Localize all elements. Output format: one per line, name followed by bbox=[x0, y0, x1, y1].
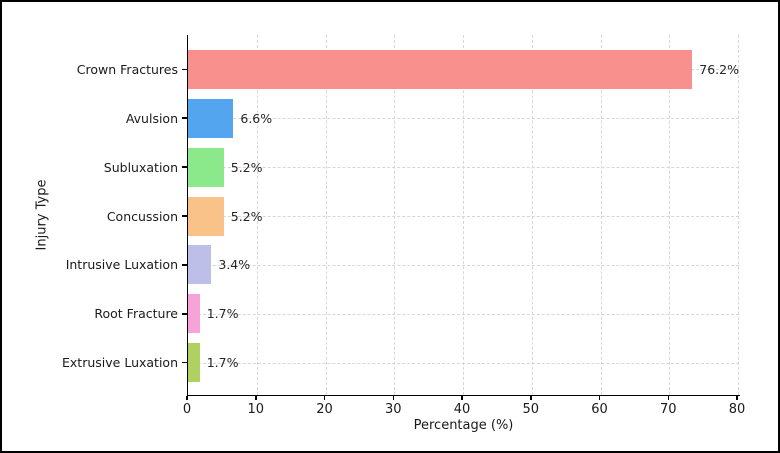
x-axis-title: Percentage (%) bbox=[413, 418, 514, 433]
vertical-gridline bbox=[600, 35, 602, 395]
x-tick-label: 40 bbox=[453, 402, 471, 417]
x-tick-mark bbox=[598, 396, 601, 400]
horizontal-gridline bbox=[188, 362, 739, 364]
horizontal-gridline bbox=[188, 118, 739, 120]
bar bbox=[188, 294, 200, 334]
y-tick-labels: Crown Fractures Avulsion Subluxation Concus… bbox=[2, 45, 187, 387]
y-tick-mark bbox=[182, 215, 187, 217]
vertical-gridline bbox=[531, 35, 533, 395]
x-tick-mark bbox=[461, 396, 463, 400]
x-tick-mark bbox=[255, 396, 257, 400]
vertical-gridline bbox=[669, 35, 671, 395]
category-label: Extrusive Luxation bbox=[62, 355, 178, 371]
bar-value-label: 5.2% bbox=[230, 208, 263, 224]
bar-row: 76.2% bbox=[188, 45, 739, 94]
bar-row: 5.2% bbox=[188, 143, 739, 192]
x-tick-mark bbox=[736, 396, 738, 400]
y-tick-mark bbox=[182, 117, 187, 120]
x-tick-mark bbox=[392, 396, 395, 400]
bar-value-label: 1.7% bbox=[206, 355, 239, 371]
category-label: Root Fracture bbox=[94, 306, 178, 322]
y-tick-row: Crown Fractures bbox=[2, 45, 187, 94]
x-tick-label: 60 bbox=[591, 402, 608, 417]
category-label: Avulsion bbox=[125, 110, 178, 126]
x-tick-label: 30 bbox=[384, 402, 402, 417]
category-label: Concussion bbox=[106, 208, 178, 224]
bar-value-label: 76.2% bbox=[699, 61, 739, 77]
y-tick-row: Intrusive Luxation bbox=[2, 240, 187, 289]
bar-row: 5.2% bbox=[188, 192, 739, 241]
y-tick-row: Concussion bbox=[2, 192, 187, 241]
y-tick-row: Subluxation bbox=[2, 143, 187, 192]
y-tick-row: Root Fracture bbox=[2, 289, 187, 338]
bar bbox=[188, 196, 224, 236]
vertical-gridline bbox=[325, 35, 327, 395]
bar-value-label: 5.2% bbox=[230, 159, 263, 175]
bar-row: 6.6% bbox=[188, 94, 739, 143]
y-tick-mark bbox=[182, 312, 187, 315]
x-tick-mark bbox=[667, 396, 670, 400]
x-tick-mark bbox=[530, 396, 532, 400]
x-tick-label: 10 bbox=[247, 402, 265, 417]
bar bbox=[188, 98, 234, 138]
y-tick-mark bbox=[182, 166, 187, 168]
x-tick-label: 0 bbox=[182, 402, 192, 417]
y-tick-row: Extrusive Luxation bbox=[2, 338, 187, 387]
vertical-gridline bbox=[394, 35, 396, 395]
bar-value-label: 1.7% bbox=[206, 306, 239, 322]
category-label: Intrusive Luxation bbox=[65, 257, 178, 273]
x-tick-label: 20 bbox=[316, 402, 333, 417]
bar bbox=[188, 49, 693, 89]
bar bbox=[188, 245, 212, 285]
bar bbox=[188, 343, 200, 383]
vertical-gridline bbox=[463, 35, 464, 395]
category-label: Subluxation bbox=[103, 159, 178, 175]
bar-value-label: 6.6% bbox=[240, 110, 273, 126]
horizontal-gridline bbox=[188, 167, 739, 169]
horizontal-gridline bbox=[188, 313, 739, 315]
bar bbox=[188, 147, 224, 187]
bar-row: 1.7% bbox=[188, 289, 739, 338]
y-tick-mark bbox=[182, 361, 187, 364]
y-tick-row: Avulsion bbox=[2, 94, 187, 143]
bar-rows: 76.2% 6.6% 5.2% 5.2% 3.4% 1.7% 1.7% bbox=[188, 45, 739, 387]
horizontal-gridline bbox=[188, 216, 739, 217]
y-tick-mark bbox=[182, 264, 187, 266]
x-tick-mark bbox=[323, 396, 326, 400]
bar-row: 1.7% bbox=[188, 338, 739, 387]
horizontal-gridline bbox=[188, 264, 739, 266]
x-tick-label: 50 bbox=[522, 402, 540, 417]
x-axis-ticks: 0 10 20 30 40 50 60 70 80 bbox=[183, 396, 745, 422]
vertical-gridline bbox=[256, 35, 258, 395]
bar-row: 3.4% bbox=[188, 240, 739, 289]
vertical-gridline bbox=[738, 35, 739, 395]
bar-value-label: 3.4% bbox=[218, 257, 251, 273]
x-tick-label: 80 bbox=[728, 402, 746, 417]
x-tick-label: 70 bbox=[659, 402, 677, 417]
x-tick-mark bbox=[186, 396, 188, 400]
y-tick-mark bbox=[182, 68, 187, 71]
plot-area: 76.2% 6.6% 5.2% 5.2% 3.4% 1.7% 1.7% bbox=[187, 35, 740, 396]
category-label: Crown Fractures bbox=[76, 61, 178, 77]
